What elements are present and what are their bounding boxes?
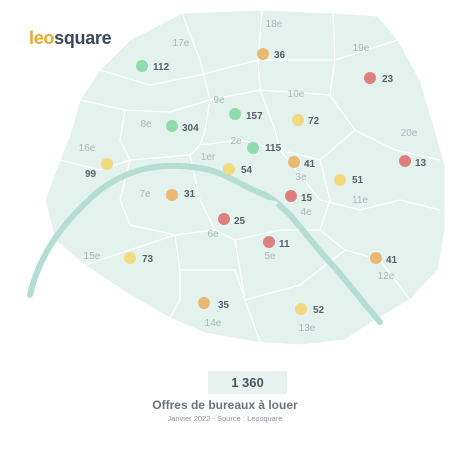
offer-count: 11 <box>279 239 290 250</box>
offer-count: 25 <box>234 216 246 227</box>
offer-marker[interactable] <box>292 114 304 126</box>
offer-count: 54 <box>241 165 253 176</box>
offer-marker[interactable] <box>124 252 136 264</box>
offer-marker[interactable] <box>218 213 230 225</box>
leosquare-logo: leosquare <box>29 28 112 48</box>
map-title: Offres de bureaux à louer <box>152 398 298 412</box>
arrondissement-label: 14e <box>205 318 222 329</box>
offer-marker[interactable] <box>334 174 346 186</box>
offer-marker[interactable] <box>229 108 241 120</box>
arrondissement-label: 2e <box>230 136 242 147</box>
arrondissement-label: 12e <box>378 271 395 282</box>
arrondissement-label: 1er <box>201 152 216 163</box>
arrondissement-label: 9e <box>213 95 225 106</box>
offer-count: 99 <box>85 169 97 180</box>
arrondissement-label: 4e <box>300 207 312 218</box>
arrondissement-label: 5e <box>264 251 276 262</box>
arrondissement-label: 6e <box>207 229 219 240</box>
arrondissement-label: 13e <box>299 323 316 334</box>
offer-marker[interactable] <box>295 303 307 315</box>
offer-count: 52 <box>313 305 325 316</box>
offer-count: 115 <box>265 143 282 154</box>
offer-count: 35 <box>218 300 230 311</box>
offer-count: 41 <box>386 255 398 266</box>
offer-marker[interactable] <box>101 158 113 170</box>
arrondissement-label: 20e <box>401 128 418 139</box>
offer-count: 157 <box>246 111 263 122</box>
offer-count: 73 <box>142 254 154 265</box>
offer-marker[interactable] <box>247 142 259 154</box>
offer-count: 23 <box>382 74 394 85</box>
offer-count: 112 <box>153 62 170 73</box>
arrondissement-label: 19e <box>353 43 370 54</box>
offer-count: 72 <box>308 116 320 127</box>
offer-count: 51 <box>352 175 364 186</box>
arrondissement-label: 18e <box>266 19 283 30</box>
offer-marker[interactable] <box>263 236 275 248</box>
offer-marker[interactable] <box>223 163 235 175</box>
paris-outline <box>44 9 446 346</box>
offer-count: 15 <box>301 193 313 204</box>
map-caption: Janvier 2022 - Source : Leosquare <box>167 414 283 423</box>
arrondissement-label: 15e <box>84 251 101 262</box>
offer-marker[interactable] <box>166 120 178 132</box>
offer-count: 31 <box>184 189 196 200</box>
arrondissement-label: 7e <box>139 189 151 200</box>
offer-marker[interactable] <box>364 72 376 84</box>
offer-marker[interactable] <box>257 48 269 60</box>
offer-marker[interactable] <box>136 60 148 72</box>
total-count: 1 360 <box>208 371 287 394</box>
offer-count: 36 <box>274 50 286 61</box>
arrondissement-label: 17e <box>173 38 190 49</box>
arrondissement-label: 10e <box>288 89 305 100</box>
offer-count: 13 <box>415 158 427 169</box>
arrondissement-label: 16e <box>79 143 96 154</box>
offer-marker[interactable] <box>285 190 297 202</box>
offer-marker[interactable] <box>370 252 382 264</box>
offer-marker[interactable] <box>288 156 300 168</box>
arrondissement-label: 8e <box>140 119 152 130</box>
offer-count: 304 <box>182 123 199 134</box>
ile-de-la-cite <box>258 200 278 206</box>
offer-marker[interactable] <box>399 155 411 167</box>
arrondissement-label: 11e <box>352 195 368 206</box>
arrondissement-label: 3e <box>295 172 307 183</box>
offer-marker[interactable] <box>166 189 178 201</box>
offer-count: 41 <box>304 159 316 170</box>
offer-marker[interactable] <box>198 297 210 309</box>
seine-river <box>27 162 383 325</box>
